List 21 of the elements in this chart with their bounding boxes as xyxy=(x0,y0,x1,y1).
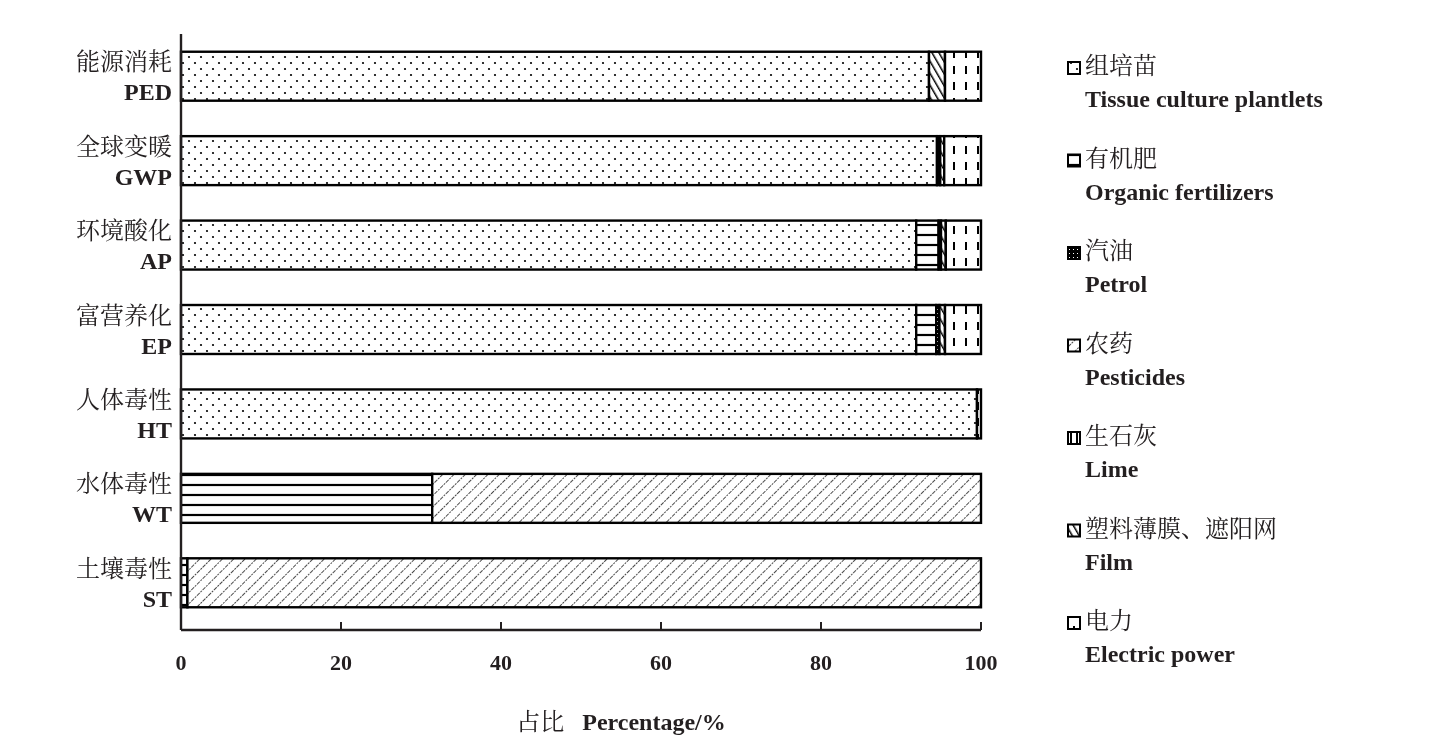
legend-label: 农药 Pesticides xyxy=(1085,323,1185,390)
legend-label: 组培苗 Tissue culture plantlets xyxy=(1085,46,1323,112)
x-tick-label: 0 xyxy=(175,650,187,675)
y-tick-label: 全球变暖 GWP xyxy=(76,126,172,190)
x-tick-label: 80 xyxy=(810,650,832,675)
legend-label: 塑料薄膜、遮阳网 Film xyxy=(1085,508,1277,575)
y-tick-label: 富营养化 EP xyxy=(76,295,172,359)
x-axis-title: 占比 Percentage/% xyxy=(516,702,726,737)
y-tick-label: 人体毒性 HT xyxy=(76,379,172,443)
y-tick-label: 环境酸化 AP xyxy=(76,211,172,275)
y-tick-label: 土壤毒性 ST xyxy=(76,548,172,612)
legend-label: 汽油 Petrol xyxy=(1085,231,1148,297)
x-tick-label: 20 xyxy=(330,650,352,675)
y-tick-label: 水体毒性 WT xyxy=(76,464,172,528)
legend-label: 电力 Electric power xyxy=(1085,601,1236,667)
legend-label: 有机肥 Organic fertilizers xyxy=(1085,138,1274,205)
y-tick-label: 能源消耗 PED xyxy=(76,42,172,106)
legend-label: 生石灰 Lime xyxy=(1085,416,1157,482)
x-tick-label: 60 xyxy=(650,650,672,675)
x-tick-label: 100 xyxy=(964,650,998,675)
x-tick-label: 40 xyxy=(490,650,512,675)
